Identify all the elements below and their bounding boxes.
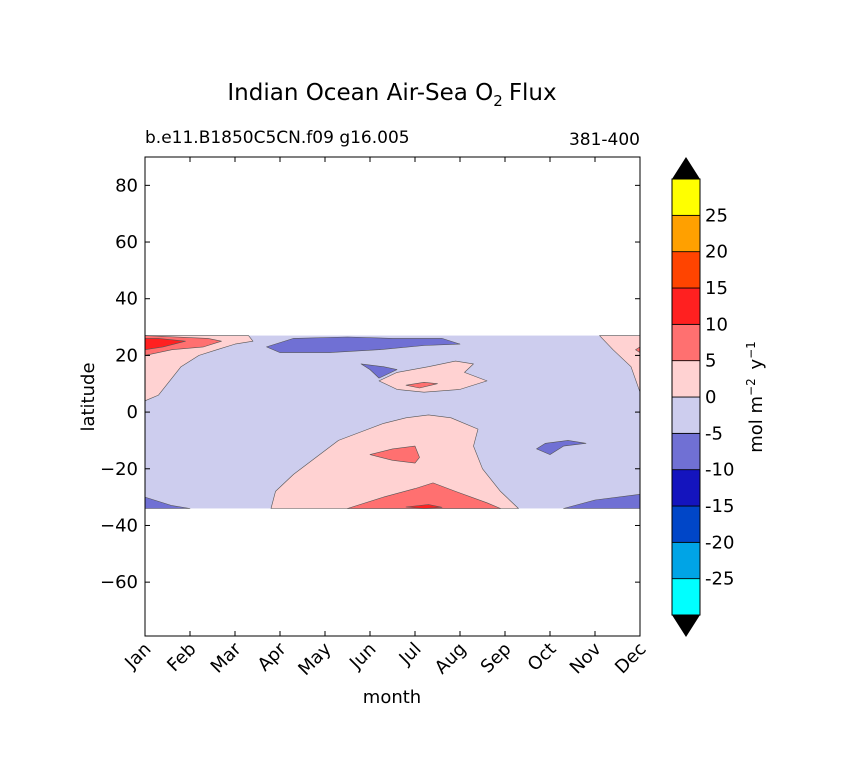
contour-region xyxy=(599,335,641,393)
subtitle-right: 381-400 xyxy=(569,130,640,150)
colorbar-tick-label: -15 xyxy=(705,496,734,517)
y-tick-label: −40 xyxy=(100,515,138,536)
colorbar-extend-top xyxy=(672,157,700,179)
colorbar-segment xyxy=(671,323,701,362)
colorbar-segment xyxy=(671,396,701,434)
colorbar-label-main: mol m xyxy=(746,396,767,453)
colorbar-label-exp2: −1 xyxy=(744,341,758,359)
colorbar-segment xyxy=(671,251,701,289)
contour-region xyxy=(266,336,461,353)
y-axis-label: latitude xyxy=(78,362,99,431)
colorbar-tick-label: -10 xyxy=(705,460,734,481)
x-axis-label: month xyxy=(363,687,421,708)
y-tick-label: 60 xyxy=(115,232,138,253)
contour-layer xyxy=(144,335,641,509)
contour-region xyxy=(270,414,519,509)
chart-title: Indian Ocean Air-Sea O2 Flux xyxy=(227,80,556,110)
colorbar-tick-label: 20 xyxy=(705,242,728,263)
colorbar-tick-label: -25 xyxy=(705,569,734,590)
x-tick-label: Jan xyxy=(120,639,155,674)
contour-region xyxy=(347,482,501,509)
colorbar-segment xyxy=(671,432,701,471)
colorbar-tick-label: -5 xyxy=(705,423,723,444)
y-tick-label: 20 xyxy=(115,345,138,366)
y-tick-label: −20 xyxy=(100,459,138,480)
colorbar-segment xyxy=(671,214,701,253)
contour-region xyxy=(378,360,488,393)
chart-title-main: Indian Ocean Air-Sea O xyxy=(227,80,493,106)
colorbar-extend-bottom xyxy=(672,615,700,637)
colorbar: -25 -20 -15 -10 -5 0 5 10 15 20 25 xyxy=(671,157,734,637)
x-tick-label: Feb xyxy=(163,639,200,676)
y-tick-label: 0 xyxy=(127,402,138,423)
colorbar-label-mid: y xyxy=(746,359,767,376)
x-tick-label: Oct xyxy=(524,639,561,676)
colorbar-segment xyxy=(671,505,701,543)
plot-frame xyxy=(144,156,641,637)
contour-region xyxy=(369,445,420,464)
x-tick-label: Aug xyxy=(431,639,471,679)
colorbar-tick-label: 10 xyxy=(705,314,728,335)
x-tick-label: Apr xyxy=(254,638,291,675)
colorbar-segment xyxy=(671,578,701,616)
colorbar-tick-label: 25 xyxy=(705,205,728,226)
contour-region xyxy=(360,363,398,379)
colorbar-segment xyxy=(671,178,701,216)
y-tick-label: −60 xyxy=(100,572,138,593)
contour-region xyxy=(405,504,443,509)
contour-region xyxy=(536,440,587,455)
colorbar-segment xyxy=(671,360,701,398)
colorbar-label: mol m−2 y−1 xyxy=(744,341,767,453)
y-tick-label: 80 xyxy=(115,175,138,196)
x-tick-label: May xyxy=(294,638,335,679)
colorbar-frame xyxy=(671,178,701,616)
x-tick-label: Nov xyxy=(566,638,606,678)
subtitle-left: b.e11.B1850C5CN.f09 g16.005 xyxy=(145,128,410,148)
x-tick-label: Sep xyxy=(477,639,516,678)
colorbar-tick-label: 0 xyxy=(705,387,716,408)
colorbar-label-exp1: −2 xyxy=(744,378,758,396)
chart-title-subscript: 2 xyxy=(493,92,503,110)
x-tick-label: Jun xyxy=(345,639,380,674)
x-tick-label: Mar xyxy=(207,638,246,677)
x-tick-label: Jul xyxy=(395,639,426,670)
y-tick-label: 40 xyxy=(115,289,138,310)
colorbar-tick-label: 15 xyxy=(705,278,728,299)
plot-area: 80 60 40 20 0 −20 −40 −60 Jan Feb Mar Apr May Jun Jul A… xyxy=(100,156,651,680)
chart-title-tail: Flux xyxy=(509,80,557,106)
colorbar-segment xyxy=(671,469,701,507)
colorbar-segment xyxy=(671,287,701,325)
colorbar-tick-label: -20 xyxy=(705,532,734,553)
contour-region xyxy=(144,335,254,402)
x-tick-label: Dec xyxy=(611,639,650,678)
colorbar-segment xyxy=(671,541,701,580)
colorbar-tick-label: 5 xyxy=(705,351,716,372)
contour-region xyxy=(405,381,438,389)
